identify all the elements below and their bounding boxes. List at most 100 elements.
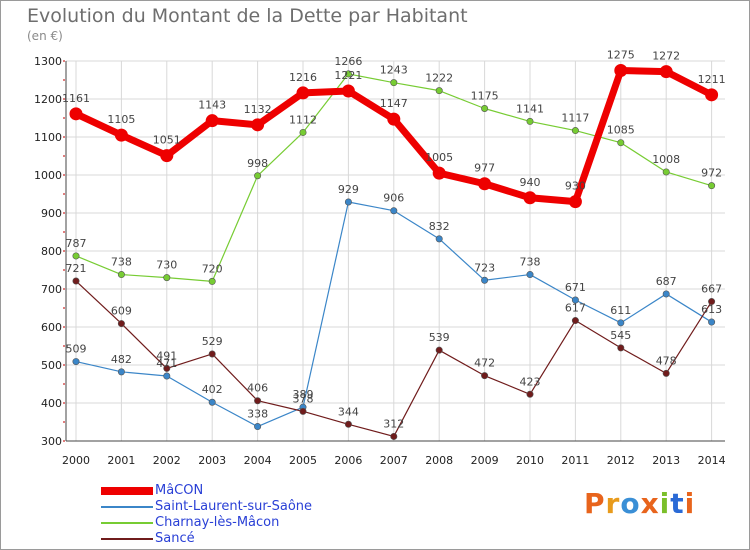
data-label-saint-laurent: 471 <box>156 357 177 370</box>
data-point-sance <box>299 407 307 415</box>
data-point-saint-laurent <box>163 372 171 380</box>
data-label-sance: 545 <box>610 329 631 342</box>
x-tick-label: 2001 <box>107 454 135 467</box>
data-point-charnay <box>526 117 534 125</box>
data-label-sance: 312 <box>383 417 404 430</box>
y-minor-mark <box>63 193 65 195</box>
data-point-macon <box>478 177 492 191</box>
y-minor-mark <box>63 79 65 81</box>
data-label-sance: 617 <box>565 302 586 315</box>
y-tick-label: 1200 <box>34 93 62 106</box>
data-label-macon: 1143 <box>198 99 226 112</box>
data-label-charnay: 1008 <box>652 153 680 166</box>
data-label-macon: 977 <box>474 162 495 175</box>
data-point-sance <box>435 346 443 354</box>
data-label-charnay: 1117 <box>561 112 589 125</box>
data-label-saint-laurent: 906 <box>383 192 404 205</box>
data-point-sance <box>526 390 534 398</box>
y-tick-label: 1000 <box>34 169 62 182</box>
data-point-charnay <box>617 139 625 147</box>
line-chart: 300 400 500 600 700 800 900 1000 1100 1200 1300 200… <box>34 49 726 468</box>
y-minor-mark <box>63 269 65 271</box>
y-minor-mark <box>63 383 65 385</box>
y-minor-mark <box>63 155 65 157</box>
data-point-charnay <box>344 70 352 78</box>
data-point-macon <box>659 65 673 79</box>
x-tick-label: 2011 <box>561 454 589 467</box>
legend-label-saint-laurent: Saint-Laurent-sur-Saône <box>155 499 313 514</box>
x-tick-label: 2012 <box>607 454 635 467</box>
data-label-charnay: 1266 <box>334 55 362 68</box>
legend-label-macon: MâCON <box>155 483 204 498</box>
brand-logo: Proxiti <box>584 487 696 520</box>
x-tick-label: 2006 <box>334 454 362 467</box>
y-tick-label: 800 <box>41 245 62 258</box>
x-tick-label: 2002 <box>153 454 181 467</box>
data-point-macon <box>114 128 128 142</box>
legend-swatch-macon <box>101 487 153 495</box>
data-label-charnay: 1222 <box>425 72 453 85</box>
data-point-sance <box>344 420 352 428</box>
y-tick-label: 700 <box>41 283 62 296</box>
data-point-charnay <box>481 105 489 113</box>
data-label-macon: 930 <box>565 180 586 193</box>
data-point-saint-laurent <box>526 271 534 279</box>
data-label-macon: 940 <box>520 176 541 189</box>
data-point-sance <box>117 320 125 328</box>
y-tick-label: 1300 <box>34 55 62 68</box>
data-label-sance: 344 <box>338 405 359 418</box>
y-tick-label: 1100 <box>34 131 62 144</box>
legend-label-sance: Sancé <box>155 531 195 546</box>
data-label-charnay: 738 <box>111 256 132 269</box>
data-point-macon <box>387 112 401 126</box>
data-label-macon: 1132 <box>244 103 272 116</box>
data-label-sance: 406 <box>247 382 268 395</box>
data-point-macon <box>205 114 219 128</box>
legend-swatch-sance <box>101 538 153 540</box>
data-point-sance <box>208 350 216 358</box>
y-tick-label: 500 <box>41 359 62 372</box>
data-point-charnay <box>708 182 716 190</box>
data-point-sance <box>571 317 579 325</box>
y-tick-label: 900 <box>41 207 62 220</box>
data-label-macon: 1105 <box>107 113 135 126</box>
y-minor-mark <box>63 440 65 442</box>
data-point-charnay <box>662 168 670 176</box>
data-label-saint-laurent: 482 <box>111 353 132 366</box>
y-minor-mark <box>63 231 65 233</box>
x-tick-label: 2009 <box>471 454 499 467</box>
data-label-sance: 609 <box>111 305 132 318</box>
x-tick-label: 2008 <box>425 454 453 467</box>
data-point-macon <box>705 88 719 102</box>
data-label-saint-laurent: 738 <box>520 256 541 269</box>
data-point-saint-laurent <box>571 296 579 304</box>
data-label-sance: 378 <box>293 392 314 405</box>
data-label-macon: 1221 <box>334 69 362 82</box>
y-tick-label: 600 <box>41 321 62 334</box>
data-label-sance: 478 <box>656 354 677 367</box>
legend-label-charnay: Charnay-lès-Mâcon <box>155 515 280 530</box>
data-point-macon <box>341 84 355 98</box>
data-label-sance: 423 <box>520 375 541 388</box>
data-point-charnay <box>299 128 307 136</box>
data-label-charnay: 1175 <box>471 90 499 103</box>
data-point-macon <box>69 107 83 121</box>
y-tick-label: 400 <box>41 397 62 410</box>
data-label-saint-laurent: 402 <box>202 383 223 396</box>
x-tick-label: 2010 <box>516 454 544 467</box>
data-label-sance: 721 <box>66 262 87 275</box>
data-label-sance: 539 <box>429 331 450 344</box>
data-point-macon <box>614 64 628 77</box>
data-point-macon <box>432 166 446 180</box>
data-point-macon <box>251 118 265 132</box>
data-label-charnay: 720 <box>202 262 223 275</box>
data-label-macon: 1275 <box>607 49 635 62</box>
y-tick-label: 300 <box>41 435 62 448</box>
data-point-charnay <box>72 252 80 260</box>
legend-swatch-saint-laurent <box>101 506 153 508</box>
data-label-saint-laurent: 509 <box>66 343 87 356</box>
x-tick-label: 2004 <box>244 454 272 467</box>
data-point-sance <box>617 344 625 352</box>
data-point-charnay <box>435 87 443 95</box>
data-label-sance: 472 <box>474 357 495 370</box>
